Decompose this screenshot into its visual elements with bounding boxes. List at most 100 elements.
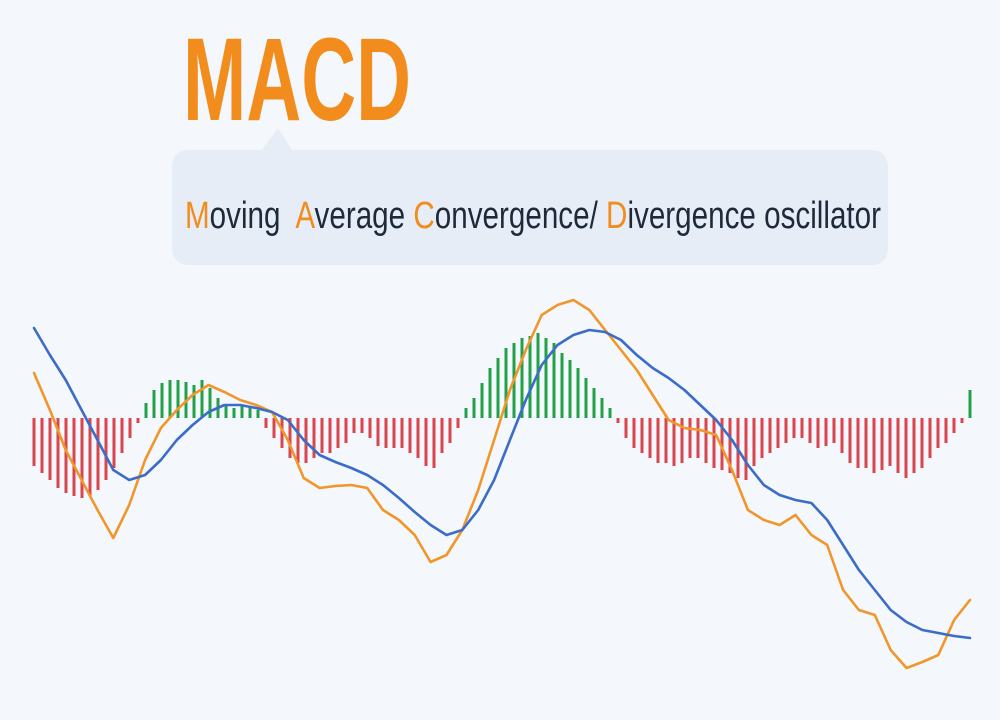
histogram-bar [664, 418, 668, 463]
histogram-bar [136, 418, 140, 423]
histogram-bar [896, 418, 900, 473]
histogram-bar [776, 418, 780, 448]
histogram-bar [176, 380, 180, 418]
histogram-bar [856, 418, 860, 468]
histogram-bar [544, 338, 548, 418]
histogram-bar [656, 418, 660, 463]
histogram-bar [864, 418, 868, 468]
histogram-bar [720, 418, 724, 470]
histogram-bar [296, 418, 300, 463]
histogram-bar [224, 406, 228, 418]
histogram-bar [880, 418, 884, 470]
histogram-bar [360, 418, 364, 433]
histogram-bar [672, 418, 676, 466]
histogram-bar [96, 418, 100, 490]
histogram-bar [200, 380, 204, 418]
histogram-bar [680, 418, 684, 463]
plot [32, 298, 972, 670]
histogram-bar [840, 418, 844, 453]
histogram-bar [264, 418, 268, 428]
histogram-bar [552, 343, 556, 418]
histogram-bar [968, 390, 972, 418]
histogram-bar [64, 418, 68, 493]
histogram-bar [800, 418, 804, 438]
histogram-bar [704, 418, 708, 463]
histogram-bar [688, 418, 692, 458]
histogram-bar [480, 383, 484, 418]
histogram-bar [816, 418, 820, 448]
subtitle: Moving Average Convergence/ Divergence o… [185, 195, 881, 237]
histogram-bar [728, 418, 732, 473]
histogram-bar [520, 338, 524, 418]
histogram-bar [568, 360, 572, 418]
histogram-bar [448, 418, 452, 443]
histogram-bar [152, 390, 156, 418]
histogram-bar [40, 418, 44, 473]
histogram-bar [384, 418, 388, 448]
subtitle-text: ivergence oscillator [627, 195, 881, 237]
histogram-bar [848, 418, 852, 463]
histogram-bar [648, 418, 652, 458]
histogram-bar [368, 418, 372, 438]
histogram-bar [144, 403, 148, 418]
histogram-bar [256, 410, 260, 418]
histogram-bar [920, 418, 924, 468]
histogram-bar [472, 398, 476, 418]
histogram-bar [624, 418, 628, 438]
histogram-bar [904, 418, 908, 478]
histogram-bar [432, 418, 436, 468]
histogram-bar [440, 418, 444, 453]
initial-letter: D [606, 195, 627, 237]
histogram-bar [416, 418, 420, 458]
histogram-bar [232, 408, 236, 418]
callout-bubble [172, 128, 888, 265]
histogram-bar [88, 418, 92, 496]
histogram-bar [312, 418, 316, 458]
histogram-bar [792, 418, 796, 438]
histogram-bar [616, 418, 620, 423]
histogram-bar [344, 418, 348, 443]
histogram-bar [352, 418, 356, 433]
histogram-bar [960, 418, 964, 423]
histogram-bar [872, 418, 876, 473]
histogram-bar [376, 418, 380, 446]
histogram-bar [600, 398, 604, 418]
histogram-bar [288, 418, 292, 458]
histogram-bar [808, 418, 812, 443]
histogram-bar [592, 388, 596, 418]
histogram-bar [944, 418, 948, 443]
histogram-bar [272, 418, 276, 438]
histogram-bar [320, 418, 324, 453]
histogram-bar [496, 358, 500, 418]
histogram-bar [784, 418, 788, 443]
histogram-bar [760, 418, 764, 458]
histogram-bar [128, 418, 132, 438]
histogram-bar [640, 418, 644, 453]
histogram-bar [608, 408, 612, 418]
histogram-bar [768, 418, 772, 453]
histogram-bar [336, 418, 340, 448]
initial-letter: C [413, 195, 434, 237]
histogram-bar [120, 418, 124, 453]
histogram-bar [408, 418, 412, 453]
histogram-bar [928, 418, 932, 458]
histogram-bar [752, 418, 756, 466]
histogram-bar [888, 418, 892, 466]
line [32, 298, 972, 670]
line [32, 326, 972, 640]
histogram-bar [56, 418, 60, 488]
histogram-bar [280, 418, 284, 448]
histogram-bar [744, 418, 748, 480]
histogram-bar [208, 388, 212, 418]
histogram-bar [712, 418, 716, 468]
initial-letter: M [185, 195, 210, 237]
histogram-bar [824, 418, 828, 446]
histogram-bar [696, 418, 700, 458]
histogram-bar [72, 418, 76, 496]
histogram-bar [168, 380, 172, 418]
histogram-bar [392, 418, 396, 448]
histogram-bar [488, 368, 492, 418]
histogram-bar [456, 418, 460, 428]
